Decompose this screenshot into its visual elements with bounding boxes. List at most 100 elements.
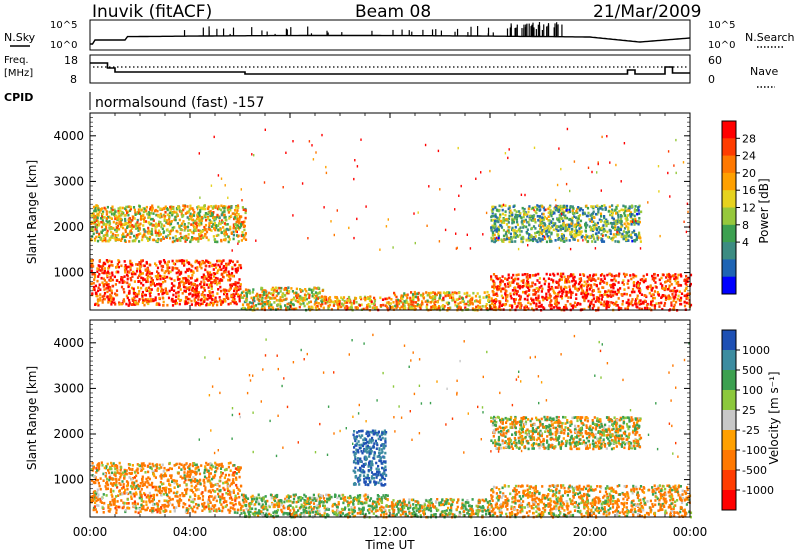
- data-cell: [501, 204, 504, 207]
- data-cell: [604, 290, 607, 293]
- data-cell: [448, 291, 451, 294]
- data-cell: [210, 229, 213, 232]
- data-cell: [365, 307, 368, 310]
- data-cell: [184, 212, 187, 215]
- data-cell: [256, 292, 259, 296]
- data-cell: [491, 214, 494, 218]
- data-cell: [130, 232, 133, 235]
- data-cell: [591, 170, 593, 174]
- data-cell: [220, 289, 223, 293]
- data-cell: [202, 278, 205, 281]
- data-cell: [545, 217, 548, 220]
- data-cell: [677, 280, 680, 284]
- data-cell: [573, 160, 576, 163]
- data-cell: [229, 285, 232, 289]
- beam-title: Beam 08: [355, 2, 431, 22]
- data-cell: [588, 218, 591, 221]
- data-cell: [438, 296, 441, 300]
- data-cell: [676, 297, 679, 301]
- data-cell: [212, 272, 215, 275]
- data-cell: [429, 301, 432, 304]
- data-cell: [541, 216, 544, 219]
- data-cell: [405, 299, 408, 302]
- data-cell: [527, 301, 530, 304]
- data-cell: [497, 225, 500, 229]
- data-cell: [565, 226, 568, 230]
- data-cell: [557, 283, 560, 287]
- data-cell: [631, 303, 634, 307]
- data-cell: [517, 302, 520, 305]
- data-cell: [503, 283, 507, 286]
- data-cell: [222, 271, 225, 274]
- data-cell: [520, 193, 523, 196]
- data-cell: [501, 296, 504, 300]
- data-cell: [192, 208, 195, 212]
- data-cell: [556, 306, 559, 310]
- data-cell: [316, 304, 319, 308]
- data-cell: [308, 288, 311, 291]
- data-cell: [154, 231, 157, 234]
- data-cell: [458, 291, 461, 295]
- data-cell: [200, 302, 203, 306]
- data-cell: [608, 272, 612, 276]
- data-cell: [636, 212, 639, 216]
- data-cell: [512, 278, 515, 282]
- data-cell: [125, 469, 128, 472]
- data-cell: [162, 300, 165, 304]
- data-cell: [424, 143, 427, 147]
- data-cell: [141, 295, 144, 298]
- data-cell: [95, 204, 98, 207]
- data-cell: [583, 298, 586, 302]
- data-cell: [133, 217, 136, 220]
- data-cell: [597, 290, 600, 293]
- data-cell: [640, 307, 644, 311]
- data-cell: [558, 220, 561, 223]
- data-cell: [575, 229, 579, 233]
- data-cell: [144, 298, 147, 301]
- data-cell: [157, 224, 160, 227]
- data-cell: [131, 297, 134, 301]
- data-cell: [595, 232, 598, 235]
- data-cell: [209, 291, 212, 294]
- data-cell: [476, 304, 480, 308]
- data-cell: [142, 277, 145, 280]
- data-cell: [201, 290, 205, 294]
- data-cell: [211, 290, 214, 294]
- data-cell: [124, 228, 127, 232]
- data-cell: [137, 511, 140, 515]
- data-cell: [623, 234, 626, 238]
- data-cell: [537, 296, 540, 300]
- data-cell: [340, 305, 343, 309]
- data-cell: [316, 297, 319, 300]
- data-cell: [573, 232, 576, 236]
- data-cell: [559, 295, 562, 298]
- data-cell: [570, 230, 574, 234]
- data-cell: [146, 276, 149, 280]
- data-cell: [134, 504, 137, 508]
- data-cell: [111, 264, 114, 267]
- data-cell: [190, 223, 193, 226]
- data-cell: [508, 214, 511, 218]
- data-cell: [453, 300, 457, 304]
- data-cell: [173, 218, 176, 222]
- data-cell: [228, 272, 231, 276]
- data-cell: [123, 300, 126, 303]
- data-cell: [201, 229, 204, 233]
- data-cell: [175, 271, 178, 275]
- data-cell: [240, 296, 243, 299]
- data-cell: [585, 294, 589, 298]
- data-cell: [620, 208, 623, 212]
- data-cell: [385, 297, 389, 301]
- data-cell: [565, 209, 568, 212]
- data-cell: [124, 488, 127, 492]
- data-cell: [570, 293, 573, 296]
- data-cell: [559, 224, 563, 228]
- data-cell: [110, 303, 113, 306]
- data-cell: [524, 193, 526, 197]
- data-cell: [197, 291, 200, 294]
- data-cell: [542, 212, 545, 216]
- data-cell: [513, 208, 516, 212]
- data-cell: [491, 224, 494, 228]
- data-cell: [232, 233, 235, 237]
- data-cell: [495, 228, 498, 232]
